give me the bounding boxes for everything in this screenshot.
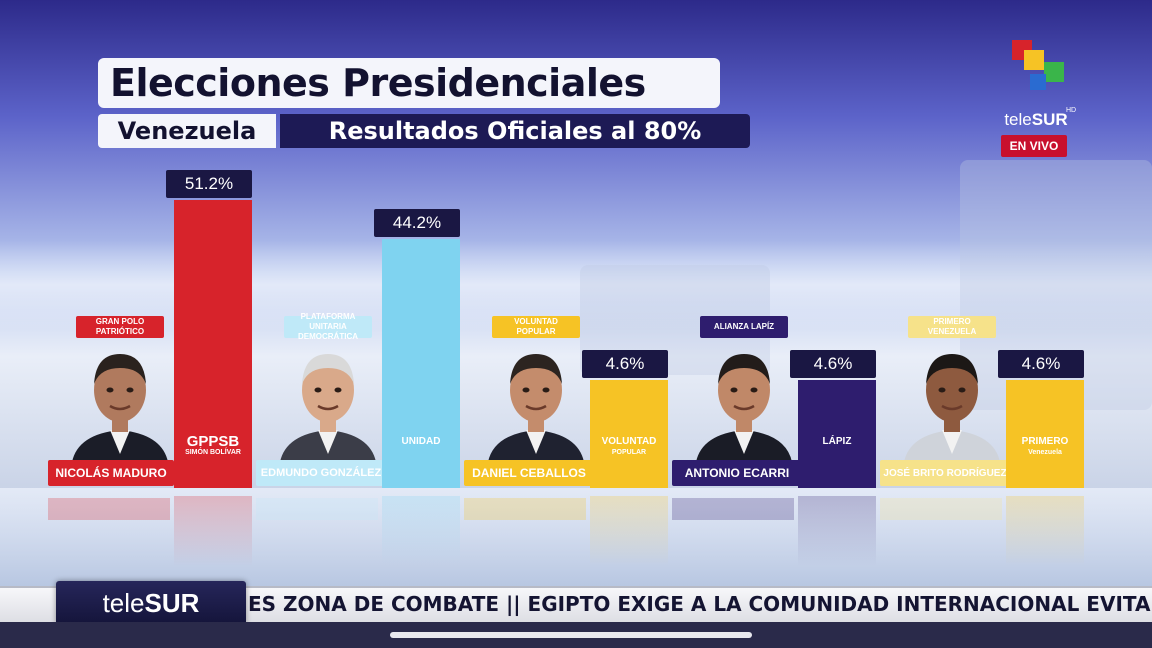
candidate-name-tag: NICOLÁS MADURO: [48, 460, 174, 486]
percentage-label: 4.6%: [582, 350, 668, 378]
telesur-logo-icon: [1008, 38, 1068, 102]
candidate-name-tag: DANIEL CEBALLOS: [464, 460, 594, 486]
ticker-logo: tele SUR: [56, 581, 246, 625]
name-reflection: [880, 498, 1002, 520]
party-tag: ALIANZA LAPÍZ: [700, 316, 788, 338]
percentage-label: 44.2%: [374, 209, 460, 238]
results-subtitle: Resultados Oficiales al 80%: [280, 114, 750, 148]
party-tag: PLATAFORMA UNITARIA DEMOCRÁTICA: [284, 312, 372, 341]
bar-2: [382, 239, 460, 488]
party-tag: VOLUNTAD POPULAR: [492, 316, 580, 338]
party-logo-text: VOLUNTAD: [601, 436, 657, 447]
percentage-label: 4.6%: [790, 350, 876, 378]
name-reflection: [464, 498, 586, 520]
reflective-floor: [0, 488, 1152, 586]
page-title: Elecciones Presidenciales: [98, 58, 720, 108]
party-logo-text: UNIDAD: [401, 436, 441, 447]
candidate-photo: [902, 342, 1002, 462]
candidate-photo: [278, 342, 378, 462]
name-reflection: [256, 498, 378, 520]
candidate-photo: [70, 342, 170, 462]
candidate-photo: [694, 342, 794, 462]
party-logo-text: GPPSB: [186, 433, 240, 450]
live-badge: EN VIVO: [1001, 135, 1067, 157]
party-logo: UNIDAD: [382, 436, 460, 447]
bar-1: [174, 200, 252, 488]
country-label: Venezuela: [98, 114, 276, 148]
bar-3: [590, 380, 668, 488]
home-indicator[interactable]: [390, 632, 752, 638]
bar-reflection: [798, 496, 876, 566]
party-logo: GPPSB SIMÓN BOLÍVAR: [174, 433, 252, 458]
candidate-photo: [486, 342, 586, 462]
bar-reflection: [174, 496, 252, 566]
party-tag: GRAN POLO PATRIÓTICO: [76, 316, 164, 338]
bar-5: [1006, 380, 1084, 488]
bar-reflection: [1006, 496, 1084, 566]
bar-4: [798, 380, 876, 488]
party-logo: LÁPIZ: [798, 436, 876, 447]
hd-badge: HD: [1066, 107, 1077, 114]
percentage-label: 4.6%: [998, 350, 1084, 378]
percentage-label: 51.2%: [166, 170, 252, 198]
bar-reflection: [382, 496, 460, 566]
party-logo: VOLUNTAD POPULAR: [590, 436, 668, 458]
name-reflection: [672, 498, 794, 520]
candidate-name-tag: JOSÉ BRITO RODRÍGUEZ: [880, 460, 1010, 486]
party-logo-subtext: SIMÓN BOLÍVAR: [185, 449, 241, 456]
party-logo-text: LÁPIZ: [822, 436, 852, 447]
party-logo-subtext: Venezuela: [1028, 449, 1062, 456]
party-tag: PRIMERO VENEZUELA: [908, 316, 996, 338]
candidate-name-tag: ANTONIO ECARRI: [672, 460, 802, 486]
party-logo-text: PRIMERO: [1021, 436, 1069, 447]
bar-reflection: [590, 496, 668, 566]
candidate-name-tag: EDMUNDO GONZÁLEZ: [256, 460, 386, 486]
party-logo-subtext: POPULAR: [611, 449, 647, 456]
ticker-text: ES ZONA DE COMBATE || EGIPTO EXIGE A LA …: [248, 592, 1152, 616]
party-logo: PRIMERO Venezuela: [1006, 436, 1084, 458]
name-reflection: [48, 498, 170, 520]
channel-logo-text: teleSUR: [1004, 110, 1068, 129]
